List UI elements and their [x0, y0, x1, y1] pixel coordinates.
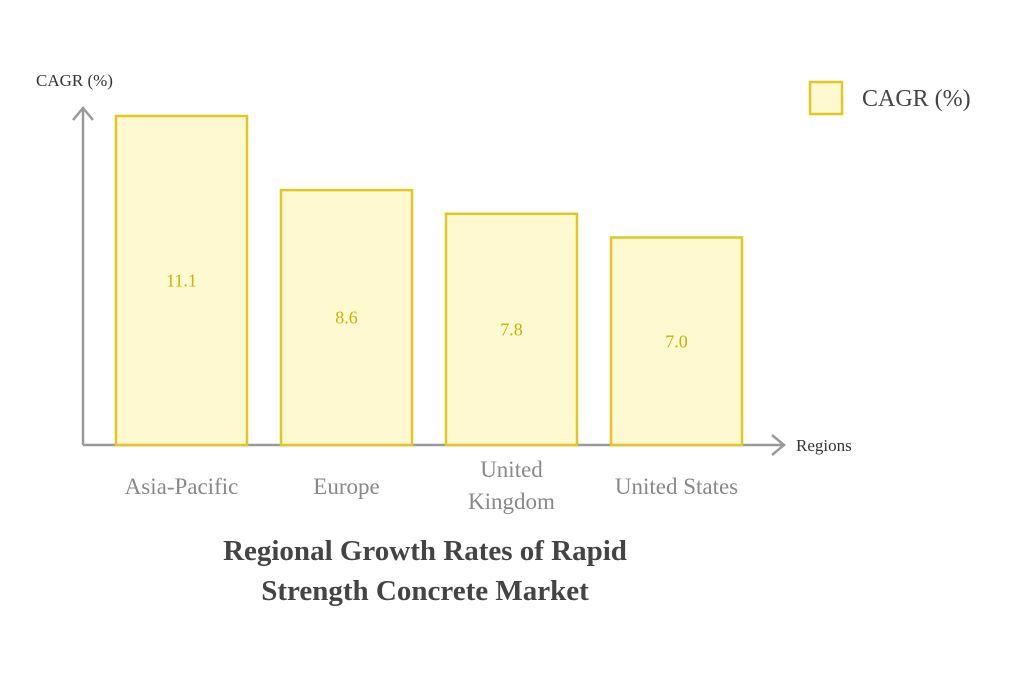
bar-value-label-0: 11.1 [166, 271, 197, 291]
y-axis-arrow [72, 106, 94, 121]
bar-value-label-2: 7.8 [500, 319, 523, 339]
bar-1 [279, 188, 414, 447]
category-label-0: Asia-Pacific [125, 474, 239, 499]
x-axis-label: Regions [796, 436, 852, 455]
bars: 11.1 8.6 7.8 7.0 [114, 114, 744, 447]
bar-value-label-3: 7.0 [665, 331, 688, 351]
category-label-2-line-1: Kingdom [468, 489, 555, 514]
chart-title: Regional Growth Rates of Rapid Strength … [223, 535, 627, 607]
bar-2 [444, 212, 579, 447]
category-label-2-line-0: United [480, 457, 543, 482]
x-axis-arrow [771, 434, 786, 456]
bar-value-label-1: 8.6 [335, 308, 358, 328]
legend: CAGR (%) [808, 80, 971, 116]
bar-0 [114, 114, 249, 447]
legend-swatch [808, 80, 844, 116]
chart-title-line-1: Regional Growth Rates of Rapid [223, 535, 627, 567]
y-axis-label: CAGR (%) [36, 71, 113, 90]
legend-label: CAGR (%) [862, 86, 971, 112]
bar-3 [609, 236, 744, 447]
category-label-3: United States [615, 474, 738, 499]
chart-title-line-2: Strength Concrete Market [261, 575, 589, 607]
category-labels: Asia-Pacific Europe United Kingdom United St… [125, 457, 739, 514]
category-label-1: Europe [313, 474, 379, 499]
